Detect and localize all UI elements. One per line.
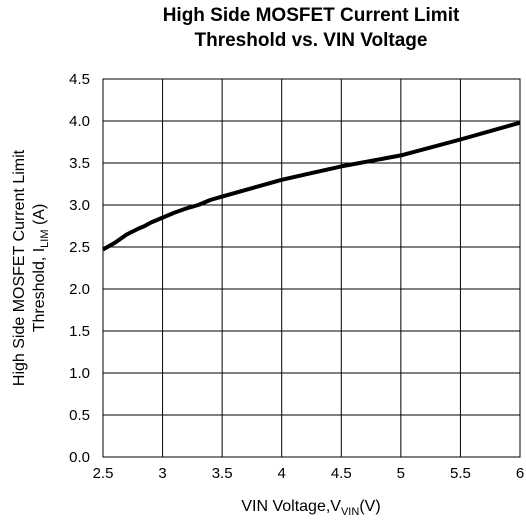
y-tick-label: 0.0	[69, 449, 90, 466]
y-axis-label: High Side MOSFET Current Limit Threshold…	[11, 149, 51, 386]
grid	[103, 79, 520, 457]
x-axis-label-suffix: (V)	[359, 498, 380, 515]
y-tick-label: 3.0	[69, 197, 90, 214]
y-tick-label: 4.5	[69, 71, 90, 88]
y-axis-label-line2-suffix: (A)	[31, 204, 48, 230]
x-axis-label-main: VIN Voltage,V	[241, 498, 341, 515]
x-axis-label-subscript: VIN	[341, 506, 359, 518]
y-axis-label-line2-main: Threshold, I	[31, 248, 48, 332]
y-tick-label: 1.5	[69, 323, 90, 340]
x-axis-label: VIN Voltage,VVIN(V)	[241, 498, 380, 518]
plot-area-frame	[102, 78, 521, 458]
y-axis-label-subscript: LIM	[39, 229, 51, 247]
y-tick-label: 2.0	[69, 281, 90, 298]
x-tick-labels: 2.5 3 3.5 4 4.5 5 5.5 6	[93, 465, 525, 482]
x-tick-label: 3	[158, 465, 166, 482]
x-tick-label: 6	[516, 465, 524, 482]
y-tick-label: 3.5	[69, 155, 90, 172]
y-tick-label: 2.5	[69, 239, 90, 256]
x-tick-label: 3.5	[212, 465, 233, 482]
y-tick-labels: 0.0 0.5 1.0 1.5 2.0 2.5 3.0 3.5 4.0 4.5	[69, 71, 90, 466]
y-tick-label: 4.0	[69, 113, 90, 130]
y-tick-label: 0.5	[69, 407, 90, 424]
x-tick-label: 4.5	[331, 465, 352, 482]
chart-title-line1: High Side MOSFET Current Limit	[163, 5, 460, 26]
series-layer	[102, 120, 521, 252]
x-tick-label: 4	[278, 465, 286, 482]
x-tick-label: 5.5	[450, 465, 471, 482]
series-line	[102, 120, 521, 252]
x-tick-label: 5	[397, 465, 405, 482]
y-axis-label-line2: Threshold, ILIM (A)	[31, 204, 51, 333]
y-tick-label: 1.0	[69, 365, 90, 382]
y-axis-label-line1: High Side MOSFET Current Limit	[11, 149, 28, 386]
x-tick-label: 2.5	[93, 465, 114, 482]
chart-title-line2: Threshold vs. VIN Voltage	[195, 30, 428, 51]
